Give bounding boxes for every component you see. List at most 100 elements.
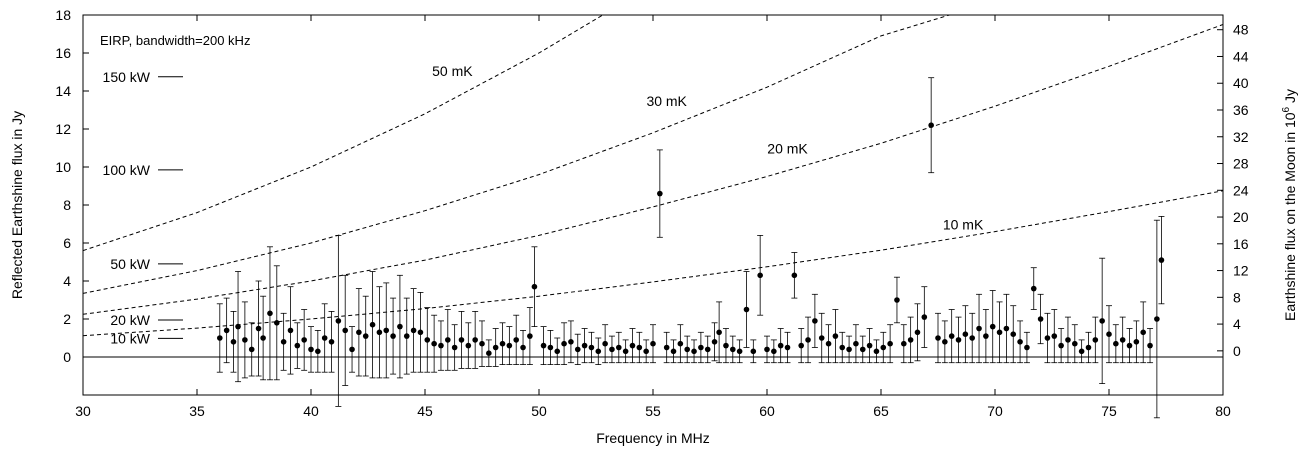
data-point: [223, 327, 230, 334]
y-tick-label: 18: [55, 7, 71, 23]
data-point: [704, 346, 711, 353]
y2-axis-label-suffix: Jy: [1282, 89, 1298, 107]
data-point: [1119, 337, 1126, 343]
x-tick-label: 35: [189, 403, 205, 419]
y2-tick-label: 40: [1233, 75, 1249, 91]
data-point: [839, 344, 846, 351]
data-point: [1017, 339, 1023, 345]
data-point: [287, 327, 294, 334]
x-tick-label: 80: [1215, 403, 1231, 419]
eirp-marker-label: 50 kW: [110, 256, 150, 272]
data-point: [928, 122, 934, 128]
data-point: [989, 323, 996, 330]
y2-tick-label: 32: [1233, 129, 1249, 145]
eirp-marker-label: 100 kW: [103, 162, 151, 178]
data-point: [962, 331, 969, 338]
temperature-curves: [83, 15, 1223, 337]
data-point: [616, 344, 622, 351]
y2-tick-label: 24: [1233, 182, 1249, 198]
data-point: [609, 346, 615, 353]
data-point: [1085, 344, 1092, 351]
data-point: [561, 340, 567, 347]
y-tick-label: 8: [63, 197, 71, 213]
data-point: [568, 339, 574, 345]
data-point: [315, 348, 321, 355]
data-point: [445, 337, 451, 343]
data-point: [383, 327, 390, 334]
y2-tick-label: 8: [1233, 289, 1241, 305]
y-tick-label: 6: [63, 235, 71, 251]
data-point: [527, 333, 533, 339]
y-axis-label: Reflected Earthshine flux in Jy: [9, 111, 25, 299]
temperature-curve: [83, 15, 950, 294]
data-point: [1158, 257, 1165, 263]
temperature-curve-label: 30 mK: [646, 93, 687, 109]
data-point: [486, 350, 492, 357]
data-point: [451, 344, 458, 351]
data-point: [574, 346, 581, 353]
data-point: [1010, 331, 1017, 338]
data-point: [643, 348, 649, 355]
data-point: [274, 320, 280, 326]
temperature-curve-label: 10 mK: [943, 217, 984, 233]
x-tick-label: 45: [417, 403, 433, 419]
data-point: [1024, 344, 1030, 351]
data-point: [901, 340, 907, 347]
data-point: [1003, 325, 1010, 332]
data-point: [397, 323, 403, 330]
y2-tick-label: 44: [1233, 48, 1249, 64]
data-point: [716, 329, 722, 336]
data-point: [499, 340, 506, 347]
temperature-curve: [83, 15, 604, 252]
data-point: [629, 342, 636, 349]
eirp-marker-label: 10 kW: [110, 330, 150, 346]
data-point: [757, 272, 763, 279]
x-tick-label: 40: [303, 403, 319, 419]
x-tick-label: 70: [987, 403, 1003, 419]
data-point: [588, 344, 595, 351]
y2-tick-label: 16: [1233, 236, 1249, 252]
data-point: [636, 344, 643, 351]
data-point: [657, 190, 663, 197]
x-tick-label: 60: [759, 403, 775, 419]
data-point: [217, 335, 223, 341]
data-point: [983, 333, 989, 339]
data-point: [622, 348, 629, 355]
data-point: [513, 337, 519, 343]
data-point: [935, 335, 941, 341]
data-point: [321, 335, 328, 341]
data-point: [1113, 340, 1119, 347]
data-point: [1133, 339, 1140, 345]
data-point: [832, 333, 839, 339]
y2-tick-label: 0: [1233, 343, 1241, 359]
data-point: [955, 337, 962, 343]
data-point: [1072, 340, 1078, 347]
data-point: [880, 344, 887, 351]
data-point: [743, 306, 750, 313]
y-tick-label: 12: [55, 121, 71, 137]
data-point: [711, 339, 718, 345]
data-point: [942, 339, 948, 345]
data-point: [777, 342, 784, 349]
data-point: [554, 348, 561, 355]
y2-tick-label: 36: [1233, 102, 1249, 118]
data-point: [465, 342, 472, 349]
data-point: [390, 333, 396, 339]
temperature-curve-label: 50 mK: [432, 63, 473, 79]
data-point: [1154, 316, 1160, 322]
data-point: [438, 342, 444, 349]
data-point: [691, 348, 697, 355]
y2-tick-label: 28: [1233, 156, 1249, 172]
data-point: [873, 348, 880, 355]
data-point: [730, 346, 736, 353]
data-point: [255, 325, 262, 332]
data-point: [969, 335, 975, 341]
data-point: [294, 342, 301, 349]
data-point: [791, 272, 798, 279]
data-point: [723, 342, 729, 349]
eirp-marker-label: 20 kW: [110, 312, 150, 328]
y-tick-label: 0: [63, 349, 71, 365]
y2-axis-label-exponent: 6: [1281, 106, 1292, 112]
data-point: [921, 314, 928, 320]
